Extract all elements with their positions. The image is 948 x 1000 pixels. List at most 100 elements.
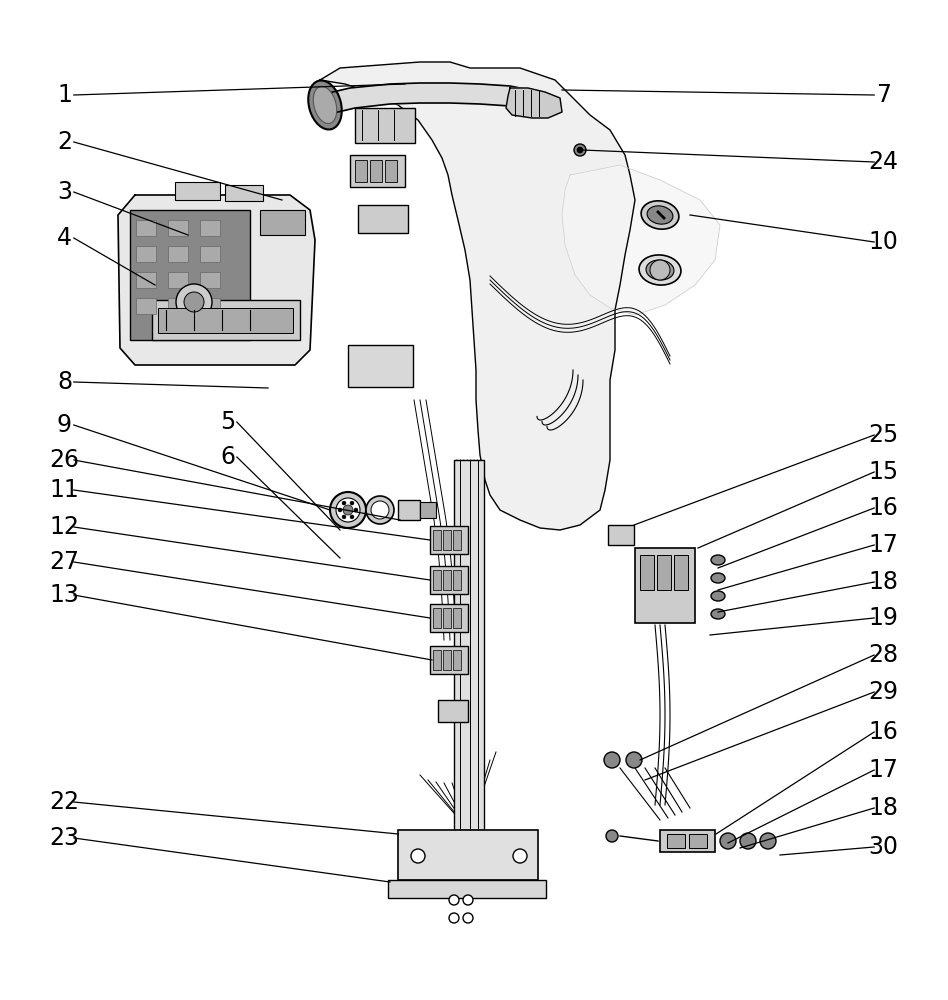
Bar	[130, 210, 250, 340]
Bar	[689, 834, 707, 848]
Bar	[168, 272, 188, 288]
Text: 18: 18	[868, 570, 899, 594]
Polygon shape	[562, 165, 720, 315]
Ellipse shape	[647, 206, 673, 224]
Text: 17: 17	[868, 533, 899, 557]
Bar	[430, 566, 468, 594]
Circle shape	[650, 260, 670, 280]
Bar	[640, 555, 654, 590]
Circle shape	[449, 895, 459, 905]
Bar	[454, 460, 484, 830]
Circle shape	[176, 284, 212, 320]
Bar	[168, 298, 188, 314]
Circle shape	[338, 508, 342, 512]
Text: 25: 25	[868, 423, 899, 447]
Circle shape	[330, 492, 366, 528]
Bar	[348, 345, 413, 387]
Bar	[370, 160, 382, 182]
Bar	[398, 830, 538, 880]
Text: 23: 23	[49, 826, 80, 850]
Polygon shape	[320, 62, 635, 530]
Circle shape	[411, 849, 425, 863]
Circle shape	[740, 833, 756, 849]
Bar	[388, 880, 546, 898]
Text: 16: 16	[868, 496, 899, 520]
Circle shape	[720, 833, 736, 849]
Circle shape	[626, 752, 642, 768]
Circle shape	[366, 496, 394, 524]
Text: 5: 5	[220, 410, 235, 434]
Circle shape	[350, 515, 354, 519]
Bar	[260, 210, 305, 235]
Text: 24: 24	[868, 150, 899, 174]
Circle shape	[513, 849, 527, 863]
Bar	[443, 650, 451, 670]
Bar	[158, 308, 293, 333]
Polygon shape	[118, 195, 315, 365]
Text: 27: 27	[49, 550, 80, 574]
Ellipse shape	[711, 555, 725, 565]
Circle shape	[354, 508, 358, 512]
Text: 2: 2	[57, 130, 72, 154]
Bar	[430, 526, 468, 554]
Text: 15: 15	[868, 460, 899, 484]
Bar	[136, 272, 156, 288]
Bar	[430, 646, 468, 674]
Circle shape	[336, 498, 360, 522]
Bar	[385, 160, 397, 182]
Circle shape	[760, 833, 776, 849]
Text: 7: 7	[876, 83, 891, 107]
Text: 16: 16	[868, 720, 899, 744]
Bar	[635, 548, 695, 623]
Circle shape	[463, 913, 473, 923]
Circle shape	[604, 752, 620, 768]
Bar	[433, 608, 441, 628]
Bar	[136, 246, 156, 262]
Bar	[443, 608, 451, 628]
Ellipse shape	[711, 573, 725, 583]
Text: 17: 17	[868, 758, 899, 782]
Bar	[433, 650, 441, 670]
Bar	[608, 525, 634, 545]
Circle shape	[343, 505, 353, 515]
Text: 13: 13	[49, 583, 80, 607]
Bar	[355, 108, 415, 143]
Text: 10: 10	[868, 230, 899, 254]
Text: 9: 9	[57, 413, 72, 437]
Bar	[200, 220, 220, 236]
Circle shape	[342, 515, 346, 519]
Polygon shape	[320, 83, 530, 115]
Text: 11: 11	[49, 478, 80, 502]
Bar	[168, 246, 188, 262]
Circle shape	[350, 501, 354, 505]
Circle shape	[577, 147, 583, 153]
Bar	[358, 205, 408, 233]
Circle shape	[184, 292, 204, 312]
Circle shape	[449, 913, 459, 923]
Ellipse shape	[711, 591, 725, 601]
Text: 18: 18	[868, 796, 899, 820]
Ellipse shape	[641, 201, 679, 229]
Bar	[433, 530, 441, 550]
Ellipse shape	[313, 86, 337, 124]
Circle shape	[371, 501, 389, 519]
Bar	[200, 272, 220, 288]
Text: 29: 29	[868, 680, 899, 704]
Bar	[398, 500, 420, 520]
Bar	[200, 246, 220, 262]
Bar	[152, 300, 300, 340]
Bar	[453, 530, 461, 550]
Bar	[453, 608, 461, 628]
Text: 19: 19	[868, 606, 899, 630]
Bar	[660, 830, 715, 852]
Bar	[430, 604, 468, 632]
Text: 26: 26	[49, 448, 80, 472]
Ellipse shape	[646, 260, 674, 280]
Bar	[350, 155, 405, 187]
Bar	[175, 182, 220, 200]
Bar	[443, 570, 451, 590]
Circle shape	[342, 501, 346, 505]
Bar	[136, 220, 156, 236]
Text: 8: 8	[57, 370, 72, 394]
Bar	[443, 530, 451, 550]
